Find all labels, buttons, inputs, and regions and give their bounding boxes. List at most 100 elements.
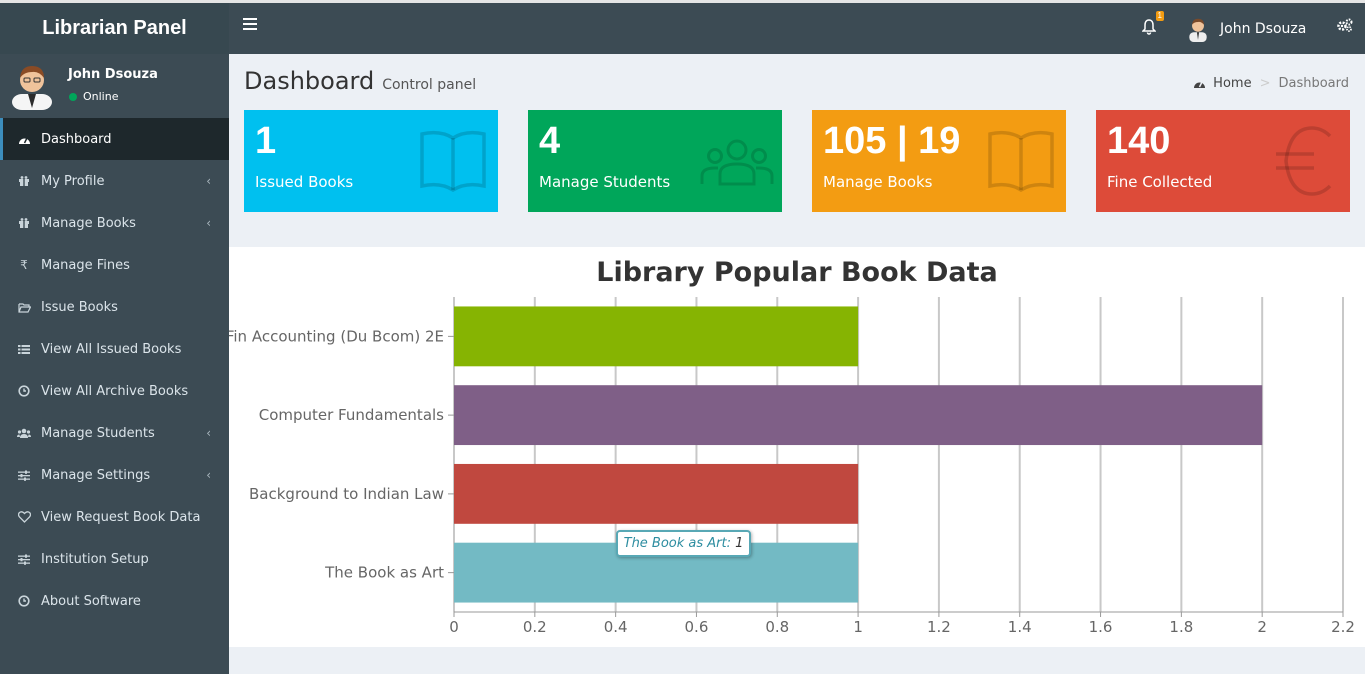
users-icon	[17, 426, 31, 440]
bar[interactable]	[454, 463, 859, 524]
book-icon	[988, 130, 1054, 193]
sidebar-item-about-software[interactable]: About Software	[0, 580, 229, 622]
notification-badge: 1	[1155, 11, 1164, 21]
clock-icon	[17, 384, 31, 398]
user-menu[interactable]: John Dsouza	[1186, 14, 1306, 44]
stat-box-manage-books[interactable]: 105 | 19 Manage Books	[812, 110, 1066, 212]
tooltip-value: 1	[735, 535, 744, 551]
euro-icon	[1276, 126, 1332, 196]
sidebar-item-manage-books[interactable]: Manage Books ‹	[0, 202, 229, 244]
page-title: Dashboard	[244, 67, 375, 95]
notifications-button[interactable]: 1	[1141, 11, 1164, 37]
content-header: Dashboard Control panel	[244, 67, 476, 95]
sidebar-item-view-all-issued-books[interactable]: View All Issued Books	[0, 328, 229, 370]
gift-icon	[17, 174, 31, 188]
gears-icon	[1337, 18, 1353, 32]
control-sidebar-button[interactable]	[1337, 18, 1355, 36]
y-tick-label: Fin Accounting (Du Bcom) 2E	[229, 327, 444, 345]
sidebar-item-label: View All Issued Books	[41, 341, 182, 357]
user-panel: John Dsouza Online	[0, 54, 229, 118]
sidebar-item-view-request-book-data[interactable]: View Request Book Data	[0, 496, 229, 538]
popular-book-chart: 0 0.2 0.4 0.6 0.8 1 1.2 1.4 1.6 1.8 2 2.2 Fin Accoun…	[229, 257, 1355, 636]
bell-icon	[1141, 19, 1157, 35]
dashboard-icon	[1194, 81, 1206, 88]
stat-box-manage-students[interactable]: 4 Manage Students	[528, 110, 782, 212]
x-tick-label: 1.6	[1089, 618, 1113, 636]
sidebar-item-manage-settings[interactable]: Manage Settings ‹	[0, 454, 229, 496]
x-tick-label: 1.8	[1169, 618, 1193, 636]
tooltip-label: The Book as Art:	[623, 535, 732, 551]
sidebar-item-manage-students[interactable]: Manage Students ‹	[0, 412, 229, 454]
stat-label: Manage Students	[539, 173, 671, 191]
sidebar-item-label: Issue Books	[41, 299, 118, 315]
x-tick-label: 0	[449, 618, 459, 636]
sidebar-toggle-icon[interactable]	[243, 18, 257, 30]
folder-open-icon	[17, 300, 31, 314]
sidebar-user-name: John Dsouza	[68, 67, 158, 82]
stat-value: 1	[255, 120, 277, 162]
x-tick-label: 1.4	[1008, 618, 1032, 636]
chart-title: Library Popular Book Data	[596, 257, 998, 288]
chevron-left-icon: ‹	[206, 174, 211, 188]
dashboard-icon	[17, 132, 31, 146]
x-tick-label: 0.8	[765, 618, 789, 636]
x-tick-label: 2.2	[1331, 618, 1355, 636]
bar[interactable]	[454, 385, 1263, 446]
users-icon	[700, 139, 774, 186]
chevron-left-icon: ‹	[206, 216, 211, 230]
stat-box-fine-collected[interactable]: 140 Fine Collected	[1096, 110, 1350, 212]
breadcrumb-current: Dashboard	[1278, 76, 1349, 91]
sidebar-item-view-all-archive-books[interactable]: View All Archive Books	[0, 370, 229, 412]
stat-value: 4	[539, 120, 561, 162]
sidebar-item-label: Institution Setup	[41, 551, 149, 567]
x-tick-label: 0.2	[523, 618, 547, 636]
sidebar-menu: Dashboard My Profile ‹ Manage Books ‹ ₹ …	[0, 118, 229, 622]
x-tick-label: 0.4	[604, 618, 628, 636]
breadcrumb-separator: >	[1259, 76, 1271, 91]
user-name: John Dsouza	[1220, 21, 1307, 37]
stat-label: Fine Collected	[1107, 173, 1213, 191]
sidebar-item-label: About Software	[41, 593, 141, 609]
navbar: 1 John Dsouza	[229, 3, 1365, 54]
sidebar-item-dashboard[interactable]: Dashboard	[0, 118, 229, 160]
sidebar-item-issue-books[interactable]: Issue Books	[0, 286, 229, 328]
user-status-label: Online	[83, 90, 119, 103]
avatar	[12, 66, 52, 110]
user-status: Online	[69, 90, 118, 103]
stat-value: 105 | 19	[823, 120, 961, 162]
x-tick-label: 1.2	[927, 618, 951, 636]
y-tick-label: Computer Fundamentals	[259, 406, 444, 424]
sidebar-item-label: Manage Fines	[41, 257, 130, 273]
list-icon	[17, 342, 31, 356]
x-tick-label: 0.6	[685, 618, 709, 636]
book-icon	[420, 130, 486, 193]
breadcrumb-home-link[interactable]: Home	[1213, 76, 1252, 91]
sliders-icon	[17, 552, 31, 566]
stat-box-issued-books[interactable]: 1 Issued Books	[244, 110, 498, 212]
bar[interactable]	[454, 306, 859, 367]
top-bar: Librarian Panel 1 John Dsouza	[0, 0, 1365, 54]
sliders-icon	[17, 468, 31, 482]
sidebar: John Dsouza Online Dashboard My Profile …	[0, 54, 229, 674]
x-tick-label: 2	[1257, 618, 1267, 636]
chevron-left-icon: ‹	[206, 468, 211, 482]
sidebar-item-label: Manage Settings	[41, 467, 151, 483]
sidebar-item-label: View Request Book Data	[41, 509, 201, 525]
online-status-dot	[69, 92, 77, 101]
x-tick-label: 1	[853, 618, 863, 636]
brand-logo[interactable]: Librarian Panel	[0, 3, 229, 54]
clock-icon	[17, 594, 31, 608]
rupee-icon: ₹	[20, 258, 28, 272]
sidebar-item-institution-setup[interactable]: Institution Setup	[0, 538, 229, 580]
avatar	[1189, 18, 1207, 42]
sidebar-item-my-profile[interactable]: My Profile ‹	[0, 160, 229, 202]
sidebar-item-label: Manage Books	[41, 215, 136, 231]
y-tick-label: Background to Indian Law	[249, 485, 444, 503]
sidebar-item-label: Dashboard	[41, 131, 112, 147]
chart-panel: 0 0.2 0.4 0.6 0.8 1 1.2 1.4 1.6 1.8 2 2.2 Fin Accoun…	[229, 247, 1365, 647]
sidebar-item-manage-fines[interactable]: ₹ Manage Fines	[0, 244, 229, 286]
stat-label: Manage Books	[823, 173, 933, 191]
gift-icon	[17, 216, 31, 230]
sidebar-item-label: Manage Students	[41, 425, 155, 441]
page-subtitle: Control panel	[382, 77, 477, 93]
